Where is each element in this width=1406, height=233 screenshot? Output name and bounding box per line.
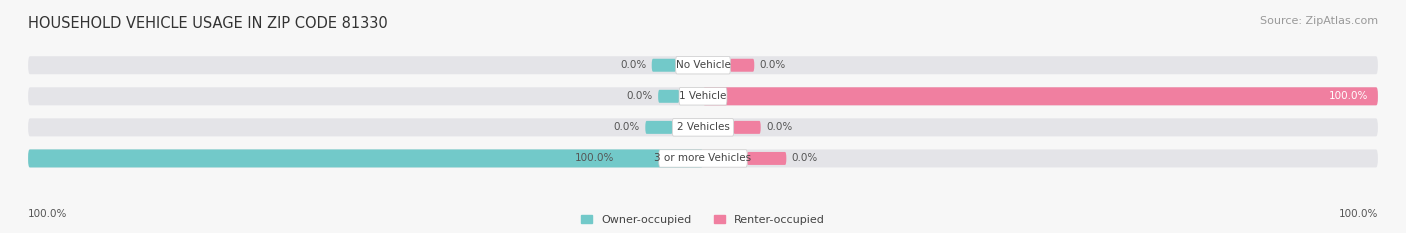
FancyBboxPatch shape: [659, 150, 747, 167]
Text: 0.0%: 0.0%: [759, 60, 786, 70]
FancyBboxPatch shape: [727, 90, 748, 103]
FancyBboxPatch shape: [703, 87, 1378, 105]
FancyBboxPatch shape: [28, 56, 1378, 74]
FancyBboxPatch shape: [730, 59, 754, 72]
Text: No Vehicle: No Vehicle: [675, 60, 731, 70]
Text: 2 Vehicles: 2 Vehicles: [676, 122, 730, 132]
Text: 100.0%: 100.0%: [1339, 209, 1378, 219]
FancyBboxPatch shape: [679, 88, 727, 105]
Text: 0.0%: 0.0%: [766, 122, 793, 132]
Text: 0.0%: 0.0%: [792, 154, 818, 163]
FancyBboxPatch shape: [676, 57, 730, 74]
Text: 0.0%: 0.0%: [627, 91, 652, 101]
Text: HOUSEHOLD VEHICLE USAGE IN ZIP CODE 81330: HOUSEHOLD VEHICLE USAGE IN ZIP CODE 8133…: [28, 16, 388, 31]
Text: 0.0%: 0.0%: [620, 60, 647, 70]
FancyBboxPatch shape: [28, 118, 1378, 136]
FancyBboxPatch shape: [28, 149, 703, 168]
FancyBboxPatch shape: [28, 149, 1378, 168]
FancyBboxPatch shape: [652, 59, 676, 72]
FancyBboxPatch shape: [747, 152, 786, 165]
Text: 3 or more Vehicles: 3 or more Vehicles: [654, 154, 752, 163]
FancyBboxPatch shape: [645, 121, 672, 134]
FancyBboxPatch shape: [28, 87, 1378, 105]
Text: 100.0%: 100.0%: [1329, 91, 1368, 101]
Text: Source: ZipAtlas.com: Source: ZipAtlas.com: [1260, 16, 1378, 26]
FancyBboxPatch shape: [620, 152, 659, 165]
Text: 1 Vehicle: 1 Vehicle: [679, 91, 727, 101]
Text: 100.0%: 100.0%: [28, 209, 67, 219]
Text: 0.0%: 0.0%: [613, 122, 640, 132]
FancyBboxPatch shape: [734, 121, 761, 134]
FancyBboxPatch shape: [658, 90, 679, 103]
Text: 100.0%: 100.0%: [575, 154, 614, 163]
FancyBboxPatch shape: [672, 119, 734, 136]
Legend: Owner-occupied, Renter-occupied: Owner-occupied, Renter-occupied: [576, 210, 830, 229]
